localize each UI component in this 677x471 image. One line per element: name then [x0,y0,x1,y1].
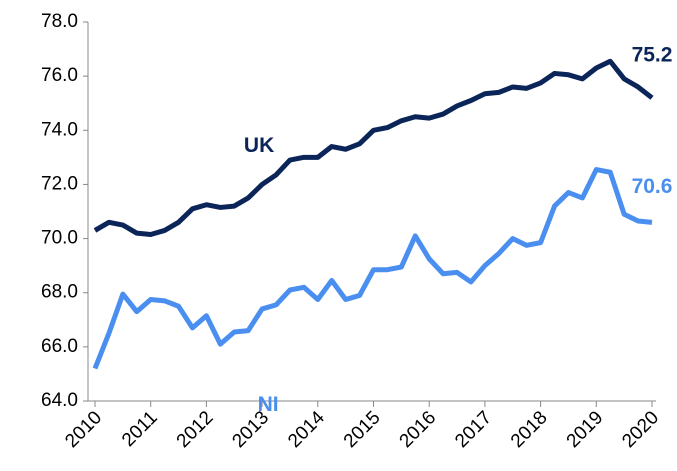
y-tick-label: 78.0 [41,11,78,32]
series-line [92,167,653,370]
series-name: NI [258,393,279,416]
y-tick-label: 68.0 [41,282,78,303]
x-tick-label: 2020 [618,407,663,452]
x-tick-label: 2015 [340,407,385,452]
y-tick-label: 76.0 [41,65,78,86]
y-tick-label: 70.0 [41,228,78,249]
data-label: 75.2 [632,43,673,66]
data-label: 70.6 [632,175,673,198]
x-tick-label: 2012 [173,407,218,452]
y-tick-label: 64.0 [41,390,78,411]
series-name: UK [244,134,274,157]
x-tick-label: 2014 [284,407,329,452]
x-tick-label: 2019 [563,407,608,452]
y-tick-label: 74.0 [41,119,78,140]
y-tick-label: 72.0 [41,173,78,194]
x-tick-label: 2010 [61,407,106,452]
x-tick-label: 2016 [396,407,441,452]
x-tick-label: 2011 [118,407,162,451]
series-line [93,58,654,238]
x-tick-label: 2018 [507,407,552,452]
y-tick-label: 66.0 [41,336,78,357]
x-tick-label: 2017 [451,407,496,452]
